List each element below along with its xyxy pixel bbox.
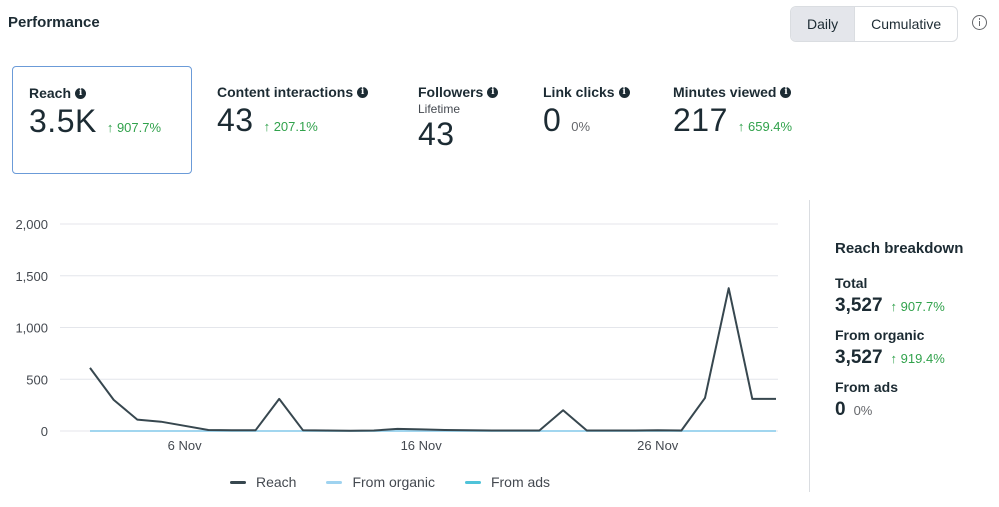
info-icon[interactable]: i bbox=[357, 86, 369, 98]
y-tick-label: 1,500 bbox=[15, 269, 48, 284]
daily-toggle-button[interactable]: Daily bbox=[791, 7, 855, 41]
y-tick-label: 1,000 bbox=[15, 321, 48, 336]
legend-swatch-reach bbox=[230, 480, 246, 484]
breakdown-total-label: Total bbox=[835, 275, 868, 291]
breakdown-organic-delta: ↑ 919.4% bbox=[890, 351, 945, 366]
metric-delta-minutes-viewed: ↑ 659.4% bbox=[737, 119, 793, 134]
metric-value-link-clicks: 0 bbox=[543, 102, 562, 138]
info-icon[interactable]: i bbox=[780, 86, 792, 98]
y-tick-label: 0 bbox=[41, 424, 48, 439]
breakdown-organic-label: From organic bbox=[835, 327, 925, 343]
metric-delta-link-clicks: 0% bbox=[571, 119, 591, 134]
panel-divider bbox=[809, 200, 810, 492]
cumulative-toggle-button[interactable]: Cumulative bbox=[854, 7, 957, 41]
metric-label-reach: Reach i bbox=[29, 85, 175, 101]
metric-value-followers: 43 bbox=[418, 116, 455, 152]
chart-legend: Reach From organic From ads bbox=[230, 474, 550, 490]
legend-item-from-ads[interactable]: From ads bbox=[464, 474, 551, 490]
metric-value-minutes-viewed: 217 bbox=[673, 102, 728, 138]
legend-label-from-ads: From ads bbox=[490, 474, 551, 490]
view-toggle: Daily Cumulative bbox=[790, 6, 959, 42]
breakdown-total-delta: ↑ 907.7% bbox=[890, 299, 945, 314]
metric-delta-reach: ↑ 907.7% bbox=[106, 120, 162, 135]
metric-card-reach[interactable]: Reach i 3.5K ↑ 907.7% bbox=[12, 66, 192, 174]
metric-delta-content-interactions: ↑ 207.1% bbox=[263, 119, 318, 134]
x-tick-label: 16 Nov bbox=[401, 438, 443, 453]
breakdown-ads-label: From ads bbox=[835, 379, 899, 395]
breakdown-ads-delta: 0% bbox=[853, 403, 873, 418]
info-icon[interactable]: i bbox=[75, 87, 87, 99]
metric-value-reach: 3.5K bbox=[29, 103, 97, 139]
breakdown-organic-value: 3,527 bbox=[835, 347, 883, 368]
legend-swatch-from-ads bbox=[464, 480, 481, 484]
metric-label-followers: Followers i bbox=[418, 84, 506, 100]
legend-item-reach[interactable]: Reach bbox=[230, 474, 296, 490]
page-title: Performance bbox=[8, 14, 100, 31]
x-tick-label: 6 Nov bbox=[168, 438, 202, 453]
y-tick-label: 2,000 bbox=[15, 217, 48, 232]
info-icon[interactable] bbox=[972, 15, 987, 30]
metric-card-link-clicks[interactable]: Link clicks i 0 0% bbox=[527, 66, 652, 174]
metric-card-followers[interactable]: Followers i Lifetime 43 bbox=[402, 66, 522, 174]
y-tick-label: 500 bbox=[26, 372, 48, 387]
legend-swatch-from-organic bbox=[326, 480, 343, 484]
metric-value-content-interactions: 43 bbox=[217, 102, 254, 138]
metric-sublabel-followers: Lifetime bbox=[418, 102, 461, 116]
metric-label-content-interactions: Content interactions i bbox=[217, 84, 375, 100]
reach-breakdown-panel: Reach breakdown Total 3,527 ↑ 907.7% Fro… bbox=[835, 240, 995, 421]
legend-label-reach: Reach bbox=[256, 474, 297, 490]
legend-item-from-organic[interactable]: From organic bbox=[326, 474, 435, 490]
metric-card-content-interactions[interactable]: Content interactions i 43 ↑ 207.1% bbox=[201, 66, 391, 174]
metric-label-link-clicks: Link clicks i bbox=[543, 84, 636, 100]
info-icon[interactable]: i bbox=[487, 86, 499, 98]
metric-card-minutes-viewed[interactable]: Minutes viewed i 217 ↑ 659.4% bbox=[657, 66, 827, 174]
breakdown-total-value: 3,527 bbox=[835, 295, 883, 316]
breakdown-ads-value: 0 bbox=[835, 399, 846, 420]
series-line-reach bbox=[89, 287, 776, 432]
info-icon[interactable]: i bbox=[618, 86, 630, 98]
x-tick-label: 26 Nov bbox=[637, 438, 679, 453]
metric-label-minutes-viewed: Minutes viewed i bbox=[673, 84, 811, 100]
breakdown-title: Reach breakdown bbox=[835, 240, 964, 257]
legend-label-from-organic: From organic bbox=[352, 474, 435, 490]
